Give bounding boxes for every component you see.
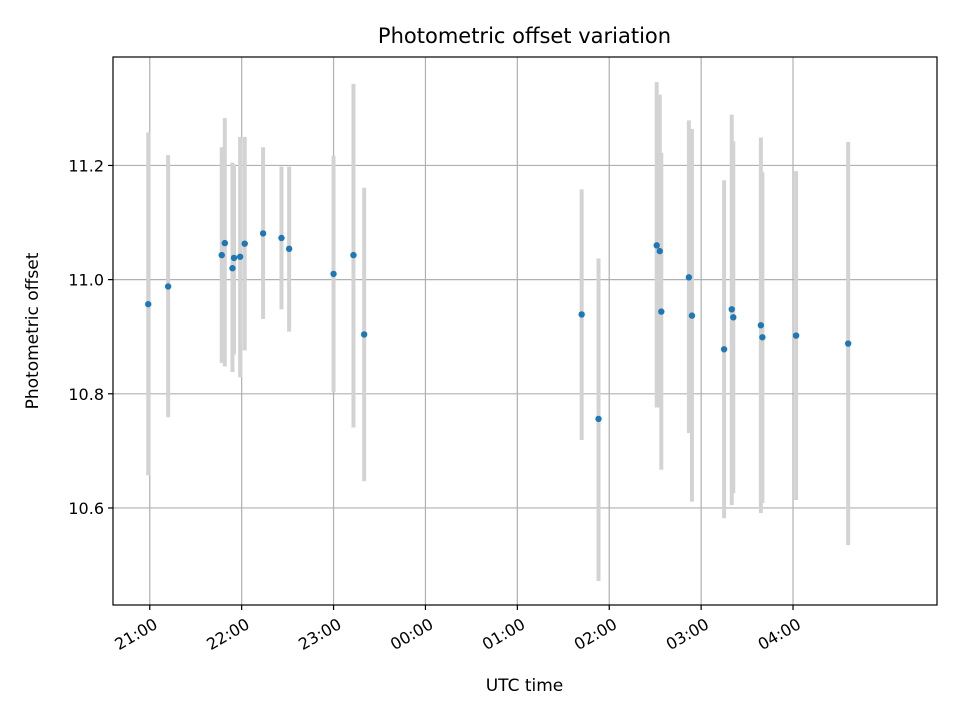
data-point (164, 283, 172, 290)
data-point (229, 265, 236, 272)
y-axis-ticks: 10.6 10.8 11.0 11.2 (68, 156, 113, 518)
data-points (145, 230, 852, 423)
data-point (685, 274, 693, 281)
data-point (350, 251, 357, 259)
y-tick-label: 10.8 (68, 385, 104, 404)
y-tick-label: 11.0 (68, 271, 104, 290)
data-point (230, 254, 238, 262)
y-tick-label: 11.2 (68, 156, 104, 175)
data-point (236, 253, 244, 260)
y-tick-label: 10.6 (68, 499, 104, 518)
x-axis-label: UTC time (486, 676, 564, 696)
data-point (728, 306, 735, 313)
data-point (688, 312, 696, 319)
data-point (241, 240, 248, 247)
data-point (259, 230, 267, 237)
data-point (145, 300, 152, 308)
plot-area-frame (112, 56, 938, 606)
data-point (653, 242, 660, 249)
data-point (285, 245, 293, 252)
y-axis-label: Photometric offset (23, 252, 43, 409)
data-point (720, 346, 728, 353)
data-point (792, 332, 800, 339)
data-point (730, 314, 737, 321)
data-point (330, 270, 337, 278)
data-point (221, 239, 229, 247)
data-point (218, 251, 225, 259)
data-point (278, 234, 285, 242)
data-point (757, 322, 765, 329)
data-point (844, 340, 852, 347)
data-point (656, 247, 663, 255)
data-point (759, 334, 766, 341)
data-point (595, 415, 602, 423)
chart-title: Photometric offset variation (378, 24, 671, 48)
data-point (360, 331, 368, 338)
data-point (578, 311, 585, 318)
data-point (658, 308, 665, 315)
